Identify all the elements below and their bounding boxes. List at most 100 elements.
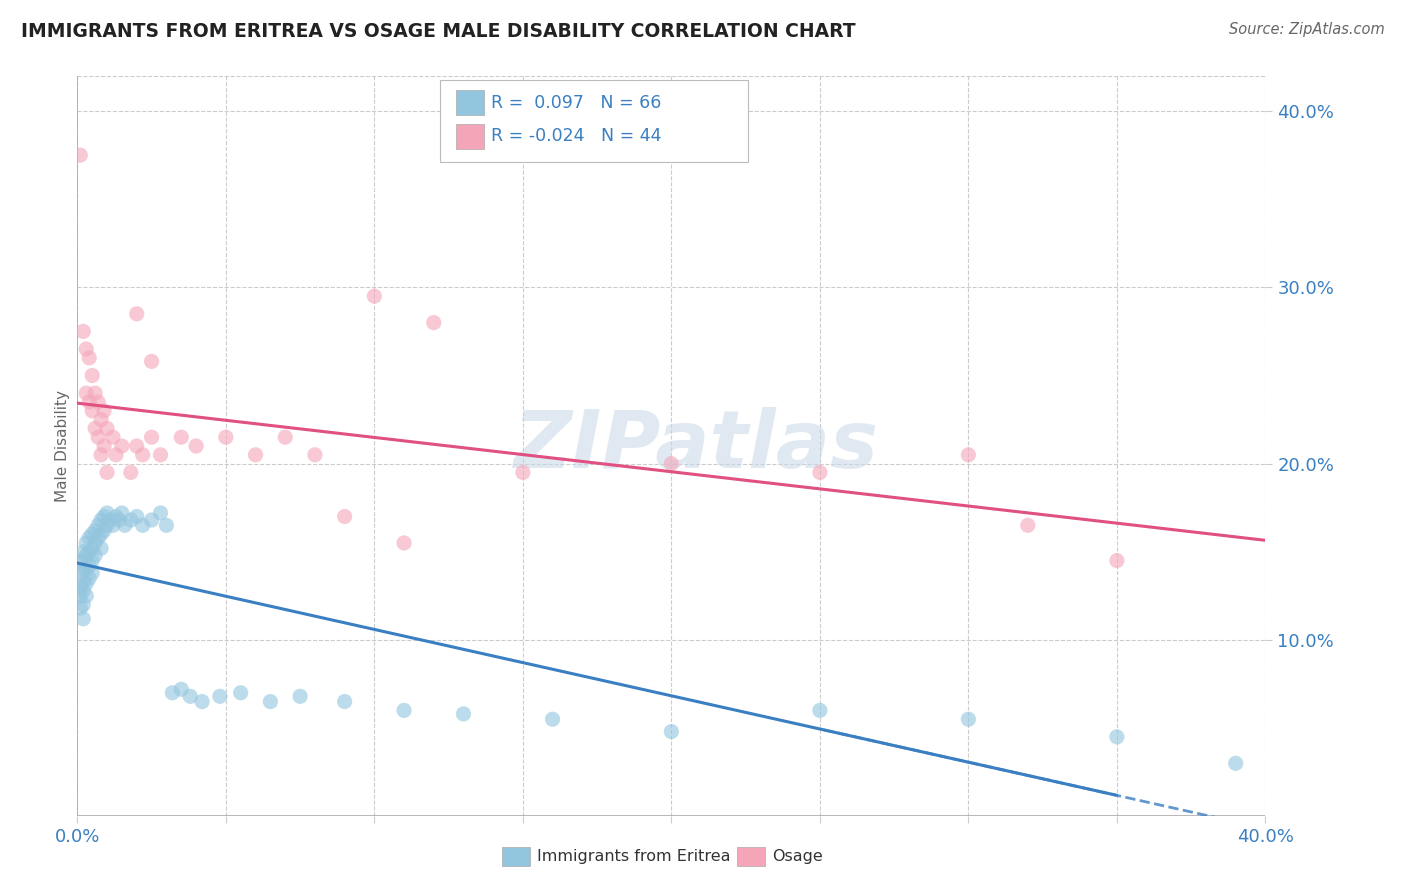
Point (84, 549, 107, 563)
Point (101, 518, 124, 533)
Point (1225, 756, 1247, 771)
Point (274, 430, 297, 444)
Point (96, 421, 118, 435)
Point (245, 448, 267, 462)
Text: IMMIGRANTS FROM ERITREA VS OSAGE MALE DISABILITY CORRELATION CHART: IMMIGRANTS FROM ERITREA VS OSAGE MALE DI… (21, 22, 856, 41)
Point (82, 403, 104, 417)
Point (75, 536, 97, 550)
Point (72, 612, 94, 626)
Point (229, 686, 252, 700)
Point (125, 439, 148, 453)
Point (90, 541, 112, 556)
Point (84, 524, 107, 538)
Point (84, 536, 107, 550)
Point (77, 571, 100, 585)
Point (77, 531, 100, 545)
Text: R =  0.097   N = 66: R = 0.097 N = 66 (491, 94, 661, 112)
Point (72, 545, 94, 559)
Point (1105, 730, 1128, 744)
Text: Source: ZipAtlas.com: Source: ZipAtlas.com (1229, 22, 1385, 37)
Point (75, 589, 97, 603)
Point (72, 574, 94, 589)
Point (661, 724, 683, 739)
Point (75, 342, 97, 356)
Point (69, 148, 91, 162)
Point (77, 558, 100, 573)
Point (98, 513, 121, 527)
Point (125, 509, 148, 524)
Point (392, 536, 415, 550)
Point (75, 562, 97, 576)
Point (72, 583, 94, 598)
Point (96, 518, 118, 533)
Point (131, 448, 153, 462)
Point (111, 439, 134, 453)
Point (215, 430, 238, 444)
Point (392, 703, 415, 717)
Point (87, 430, 110, 444)
Point (131, 518, 153, 533)
Point (141, 354, 163, 368)
Point (108, 513, 131, 527)
Point (101, 430, 124, 444)
Point (512, 466, 534, 480)
Point (75, 576, 97, 591)
Point (170, 682, 193, 697)
Point (87, 531, 110, 545)
Point (661, 457, 683, 471)
Point (93, 439, 115, 453)
Point (69, 580, 91, 594)
Point (69, 566, 91, 580)
Text: Immigrants from Eritrea: Immigrants from Eritrea (537, 849, 731, 863)
Point (422, 316, 444, 330)
Point (114, 518, 136, 533)
Point (90, 412, 112, 426)
Point (96, 506, 118, 520)
Point (333, 695, 356, 709)
Point (808, 703, 831, 717)
Point (208, 690, 231, 704)
Point (90, 513, 112, 527)
Point (149, 448, 172, 462)
Point (808, 466, 831, 480)
Point (69, 601, 91, 615)
Point (141, 513, 163, 527)
Point (90, 448, 112, 462)
Point (541, 712, 564, 726)
Y-axis label: Male Disability: Male Disability (55, 390, 70, 502)
Point (170, 430, 193, 444)
Text: ZIPatlas: ZIPatlas (513, 407, 877, 485)
Point (259, 695, 281, 709)
Point (77, 545, 100, 559)
Point (82, 553, 104, 567)
Point (93, 524, 115, 538)
Point (186, 439, 208, 453)
Point (957, 712, 980, 726)
Point (149, 506, 172, 520)
Point (84, 386, 107, 401)
Point (82, 566, 104, 580)
Point (77, 395, 100, 409)
Point (84, 421, 107, 435)
Point (453, 706, 475, 721)
Point (155, 518, 177, 533)
Point (87, 395, 110, 409)
Point (1017, 518, 1039, 533)
Point (120, 513, 142, 527)
Point (104, 509, 127, 524)
Point (72, 562, 94, 576)
Point (82, 368, 104, 383)
Point (333, 509, 356, 524)
Point (82, 541, 104, 556)
Point (1105, 553, 1128, 567)
Point (96, 466, 118, 480)
Point (72, 325, 94, 339)
Point (90, 527, 112, 541)
Point (82, 527, 104, 541)
Point (957, 448, 980, 462)
Point (69, 589, 91, 603)
Point (141, 430, 163, 444)
Text: R = -0.024   N = 44: R = -0.024 N = 44 (491, 128, 661, 145)
Point (75, 386, 97, 401)
Point (93, 403, 115, 417)
